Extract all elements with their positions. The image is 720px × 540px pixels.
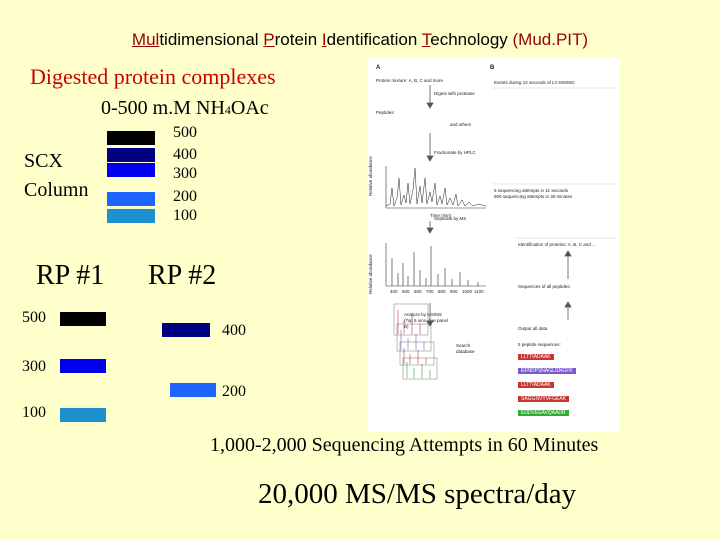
title-acronym: (Mud.PIT): [512, 30, 589, 49]
attempts-note2-text: 900 sequencing attempts in 30 minutes: [494, 194, 573, 199]
peptide-sequence-tag: EFNDPSNAGLGNGFK: [518, 368, 576, 374]
mz-tick-400: 400: [390, 289, 398, 294]
events-title-text: Events during 12 seconds of LC-MS/MS:: [494, 80, 576, 85]
peptide-sequence-tag: EDDVEEAVQAADR: [518, 410, 569, 416]
others-text: and others: [450, 122, 472, 127]
panel-a-label: A: [376, 65, 381, 71]
mz-tick-500: 500: [402, 289, 410, 294]
fractionate-text: Fractionate by HPLC: [434, 150, 476, 155]
slide-title: Multidimensional Protein Identification …: [0, 30, 720, 50]
rp2-title: RP #2: [148, 260, 217, 291]
identification-text: Identification of proteins: A, B, C and …: [518, 242, 596, 247]
rp1-bar-300: [60, 359, 106, 373]
rp1-bar-100: [60, 408, 106, 422]
title-initial-p: P: [263, 30, 275, 49]
scx-bar-200: [107, 192, 155, 206]
scx-bar-100: [107, 209, 155, 223]
output-text: Output all data: [518, 326, 548, 331]
rp2-bar-400: [162, 323, 210, 337]
scx-label-line1: SCX: [24, 150, 63, 172]
mz-tick-800: 800: [438, 289, 446, 294]
scx-label-400: 400: [173, 146, 197, 163]
digested-label: Digested protein complexes: [30, 64, 276, 89]
scx-label-line2: Column: [24, 179, 89, 201]
mz-tick-900: 900: [450, 289, 458, 294]
mz-tick-1100: 1100: [474, 289, 484, 294]
peptides-text: Peptides:: [376, 110, 395, 115]
rp1-title: RP #1: [36, 260, 105, 291]
protein-mixture-text: Protein mixture: A, B, C and more: [376, 78, 444, 83]
time-axis-label: Time (min): [430, 213, 452, 218]
sequences-all-text: Sequences of all peptides:: [518, 284, 571, 289]
title-initial-i: I: [321, 30, 327, 49]
rp2-label-400: 400: [222, 322, 246, 339]
scx-column-label: SCX Column: [24, 147, 88, 205]
mass-spectrum: [385, 243, 486, 287]
gradient-label-subscript: 4: [224, 103, 231, 117]
attempts-note-text: 5 sequencing attempts in 11 seconds: [494, 188, 568, 193]
title-initial-mul: Mul: [131, 30, 160, 49]
gradient-label-pre: 0-500 m.M NH: [101, 97, 225, 119]
panel-b-label: B: [490, 65, 495, 71]
rp1-bar-500: [60, 312, 106, 326]
scx-bar-400: [107, 148, 155, 162]
mz-tick-600: 600: [414, 289, 422, 294]
rp1-label-100: 100: [22, 404, 46, 421]
gradient-label-post: OAc: [230, 97, 269, 119]
scx-label-300: 300: [173, 165, 197, 182]
msms-spectra-stack: [393, 303, 438, 380]
figure-graphics: [385, 85, 616, 380]
mudpit-workflow-figure: A B Protein mixture: A, B, C and more Di…: [368, 58, 620, 432]
peptide-sequence-tag: LLTTIADAAK: [518, 382, 554, 388]
sequences5-text: 5 peptide sequences:: [518, 342, 561, 347]
title-word-2: rotein: [274, 30, 322, 49]
scx-label-200: 200: [173, 188, 197, 205]
peptide-sequence-tag: LLTTIADAAK: [518, 354, 554, 360]
scx-bar-300: [107, 163, 155, 177]
rp1-label-500: 500: [22, 309, 46, 326]
title-word-3: dentification: [326, 30, 422, 49]
msms-spectra-text: 20,000 MS/MS spectra/day: [258, 478, 577, 510]
rp1-label-300: 300: [22, 358, 46, 375]
sequencing-attempts-text: 1,000-2,000 Sequencing Attempts in 60 Mi…: [210, 434, 599, 456]
mz-tick-700: 700: [426, 289, 434, 294]
digest-text: Digest with protease: [434, 91, 475, 96]
mz-tick-1000: 1000: [462, 289, 473, 294]
scx-label-100: 100: [173, 207, 197, 224]
events-table-lines: [492, 87, 616, 239]
search-database-text: Search database: [456, 343, 475, 354]
scx-bar-500: [107, 131, 155, 145]
separate-text: Separate by MS: [434, 216, 467, 221]
peptide-sequence-tag: SAGGNVYVFGEAK: [518, 396, 570, 402]
gradient-label: 0-500 m.M NH4OAc: [101, 97, 269, 120]
title-word-4: echnology: [430, 30, 513, 49]
rp2-label-200: 200: [222, 383, 246, 400]
scx-label-500: 500: [173, 124, 197, 141]
title-initial-t: T: [421, 30, 431, 49]
chromatogram: [385, 166, 487, 209]
analyze-text: Analyze by MS/MS (Top 5 ions, see panel …: [404, 312, 449, 329]
workflow-arrows: [426, 85, 572, 327]
title-word-1: tidimensional: [159, 30, 264, 49]
rp2-bar-200: [170, 383, 216, 397]
